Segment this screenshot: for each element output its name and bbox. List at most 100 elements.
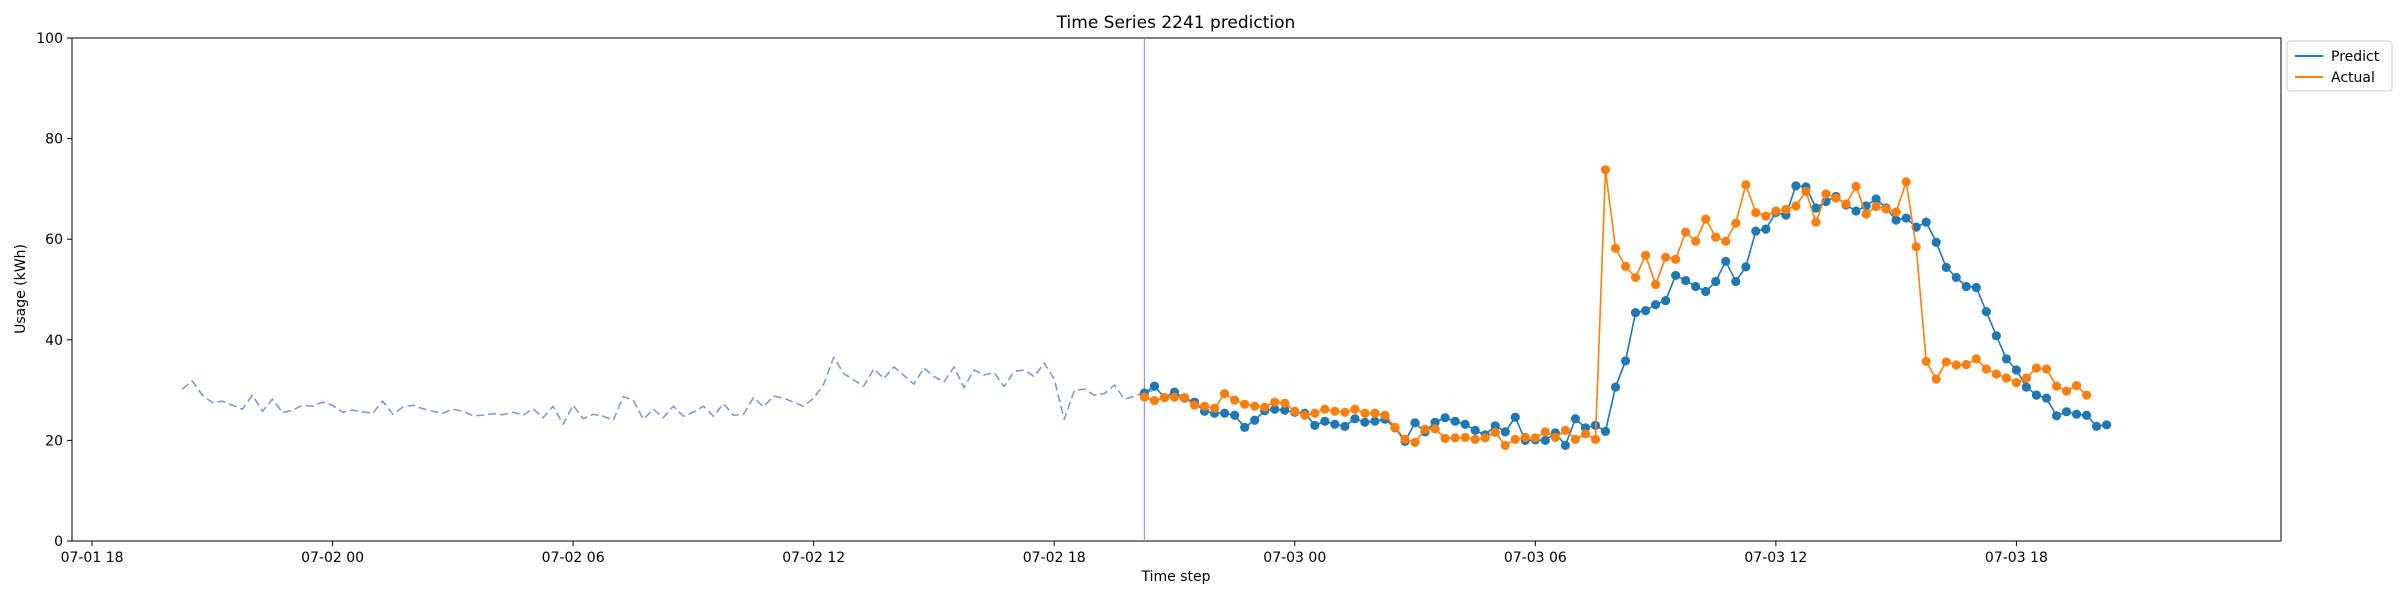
actual-data-point: [1781, 204, 1791, 215]
predict-data-point: [1630, 308, 1641, 318]
predict-data-point: [1951, 272, 1961, 283]
predict-data-point: [1791, 181, 1801, 191]
predict-data-point: [1330, 419, 1340, 429]
x-tick-label: 07-02 18: [1023, 550, 1086, 566]
actual-data-point: [1741, 180, 1751, 190]
actual-data-point: [1971, 354, 1981, 364]
x-axis-label: Time step: [1141, 569, 1211, 585]
actual-data-point: [1280, 398, 1290, 408]
actual-data-point: [1360, 408, 1370, 418]
actual-data-point: [1691, 236, 1701, 246]
actual-data-point: [1260, 402, 1270, 412]
predict-data-point: [2041, 393, 2052, 403]
actual-data-point: [1871, 201, 1881, 212]
actual-data-point: [1610, 243, 1621, 253]
predict-data-point: [1320, 416, 1330, 426]
predict-data-point: [1350, 414, 1360, 424]
predict-data-point: [1149, 381, 1160, 391]
predict-data-point: [1891, 215, 1901, 225]
actual-data-point: [1230, 395, 1240, 405]
x-tick-label: 07-02 00: [301, 550, 364, 566]
predict-data-point: [1450, 416, 1460, 426]
actual-data-point: [1199, 401, 1210, 411]
predict-data-point: [1240, 422, 1250, 432]
actual-data-point: [2041, 364, 2052, 374]
predict-data-point: [1510, 412, 1520, 422]
predict-data-point: [1650, 299, 1661, 310]
actual-data-point: [1881, 204, 1891, 214]
predict-data-point: [1921, 217, 1931, 227]
predict-data-point: [1570, 414, 1580, 424]
predict-data-point: [1681, 275, 1691, 286]
predict-data-point: [2102, 420, 2112, 430]
actual-data-point: [1661, 252, 1671, 262]
actual-data-point: [1470, 434, 1480, 444]
actual-data-point: [1310, 408, 1320, 418]
actual-data-point: [1320, 404, 1330, 414]
predict-data-point: [1440, 413, 1450, 423]
actual-data-point: [1430, 424, 1440, 434]
actual-data-point: [1530, 433, 1540, 443]
predict-data-point: [2091, 421, 2102, 431]
actual-data-point: [1570, 434, 1580, 444]
actual-data-point: [2001, 373, 2011, 383]
predict-data-point: [1620, 356, 1631, 366]
actual-data-point: [1159, 393, 1170, 403]
actual-data-point: [1220, 389, 1230, 399]
predict-data-point: [1220, 408, 1230, 418]
actual-data-point: [1731, 218, 1741, 228]
predict-data-point: [2051, 411, 2062, 421]
legend-label-predict: Predict: [2331, 49, 2380, 65]
predict-data-point: [2001, 354, 2011, 364]
actual-data-point: [1961, 359, 1971, 370]
actual-data-point: [1991, 369, 2001, 379]
actual-data-point: [1630, 272, 1641, 283]
predict-data-point: [1230, 410, 1240, 420]
actual-data-point: [1861, 209, 1871, 219]
y-tick-label: 40: [45, 333, 63, 349]
actual-data-point: [1681, 227, 1691, 237]
y-tick-label: 60: [45, 232, 63, 248]
predict-data-point: [1941, 262, 1951, 272]
actual-data-point: [1350, 404, 1360, 414]
predict-data-point: [1360, 417, 1370, 427]
predict-data-point: [1661, 295, 1671, 306]
predict-data-point: [1671, 270, 1681, 281]
predict-data-point: [1490, 421, 1500, 431]
predict-data-point: [1751, 226, 1761, 236]
actual-data-point: [1450, 433, 1460, 443]
actual-data-point: [1701, 214, 1711, 224]
actual-data-point: [1620, 261, 1631, 271]
actual-data-point: [1851, 181, 1861, 191]
actual-data-point: [1841, 199, 1851, 209]
actual-data-point: [1340, 407, 1350, 417]
actual-data-point: [2011, 377, 2021, 388]
y-tick-label: 100: [36, 31, 63, 47]
actual-data-point: [1410, 437, 1420, 448]
x-tick-label: 07-02 12: [782, 550, 845, 566]
chart-title: Time Series 2241 prediction: [1056, 13, 1296, 33]
legend-label-actual: Actual: [2331, 70, 2375, 86]
actual-data-point: [1250, 401, 1260, 411]
predict-data-point: [2081, 410, 2092, 420]
predict-data-point: [1370, 416, 1380, 426]
x-tick-label: 07-03 06: [1504, 550, 1567, 566]
actual-data-point: [2031, 363, 2042, 373]
actual-data-point: [1921, 356, 1931, 367]
actual-data-point: [1460, 432, 1470, 442]
actual-data-point: [1821, 189, 1831, 199]
predict-data-point: [1721, 256, 1731, 266]
actual-data-point: [1671, 254, 1681, 264]
x-tick-label: 07-03 18: [1985, 550, 2048, 566]
history-series-line: [181, 356, 1155, 426]
predict-data-point: [1470, 425, 1480, 435]
actual-data-point: [1560, 425, 1570, 435]
predict-data-point: [2011, 365, 2021, 375]
predict-data-point: [1340, 421, 1350, 431]
actual-data-point: [1831, 193, 1841, 203]
predict-data-point: [1610, 382, 1621, 392]
predict-data-point: [1961, 281, 1971, 292]
actual-data-point: [1600, 165, 1611, 175]
actual-data-point: [1330, 406, 1340, 416]
